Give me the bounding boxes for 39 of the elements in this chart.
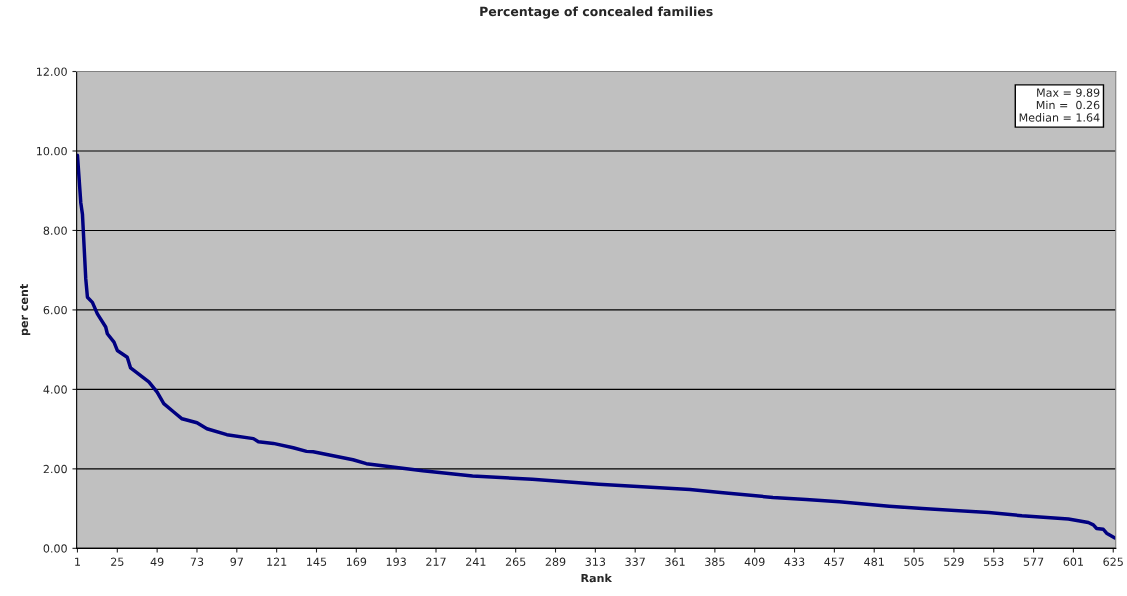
x-tick-label: 97	[230, 557, 243, 566]
x-tick-label: 145	[307, 557, 327, 566]
x-tick-label: 505	[904, 557, 924, 566]
y-tick-label: 8.00	[43, 226, 67, 235]
x-tick-label: 577	[1023, 557, 1044, 566]
chart-title: Percentage of concealed families	[480, 6, 713, 19]
y-tick-label: 0.00	[43, 544, 67, 553]
x-tick-label: 625	[1103, 557, 1123, 566]
x-tick-label: 409	[744, 557, 765, 566]
x-tick-label: 169	[346, 557, 367, 566]
x-tick-label: 337	[625, 557, 645, 566]
y-tick-label: 4.00	[43, 385, 67, 394]
x-tick-label: 289	[545, 557, 566, 566]
x-tick-label: 193	[386, 557, 406, 566]
x-tick-label: 433	[784, 557, 805, 566]
y-axis-title: per cent	[20, 284, 31, 336]
x-tick-label: 361	[665, 557, 685, 566]
y-tick-label: 10.00	[37, 146, 67, 156]
x-tick-label: 217	[426, 557, 446, 566]
x-tick-label: 457	[824, 557, 845, 566]
x-tick-label: 385	[705, 557, 725, 566]
x-tick-label: 241	[466, 557, 486, 566]
x-tick-label: 481	[864, 557, 884, 566]
x-tick-label: 313	[585, 557, 606, 566]
x-tick-label: 601	[1063, 557, 1083, 566]
x-tick-label: 529	[944, 557, 964, 566]
annotation: Max = 9.89 Min = 0.26 Median = 1.64	[1019, 88, 1100, 122]
x-axis-title: Rank	[581, 573, 613, 583]
y-tick-label: 12.00	[37, 67, 67, 76]
x-tick-label: 25	[111, 557, 124, 566]
x-tick-label: 73	[190, 557, 204, 566]
line-series	[76, 153, 1116, 540]
y-tick-label: 2.00	[43, 464, 67, 474]
y-tick-label: 6.00	[43, 305, 67, 315]
x-tick-label: 121	[267, 557, 287, 566]
x-tick-label: 265	[505, 557, 526, 566]
x-tick-label: 553	[983, 557, 1004, 566]
x-tick-label: 49	[150, 557, 164, 566]
x-tick-label: 1	[75, 557, 80, 566]
